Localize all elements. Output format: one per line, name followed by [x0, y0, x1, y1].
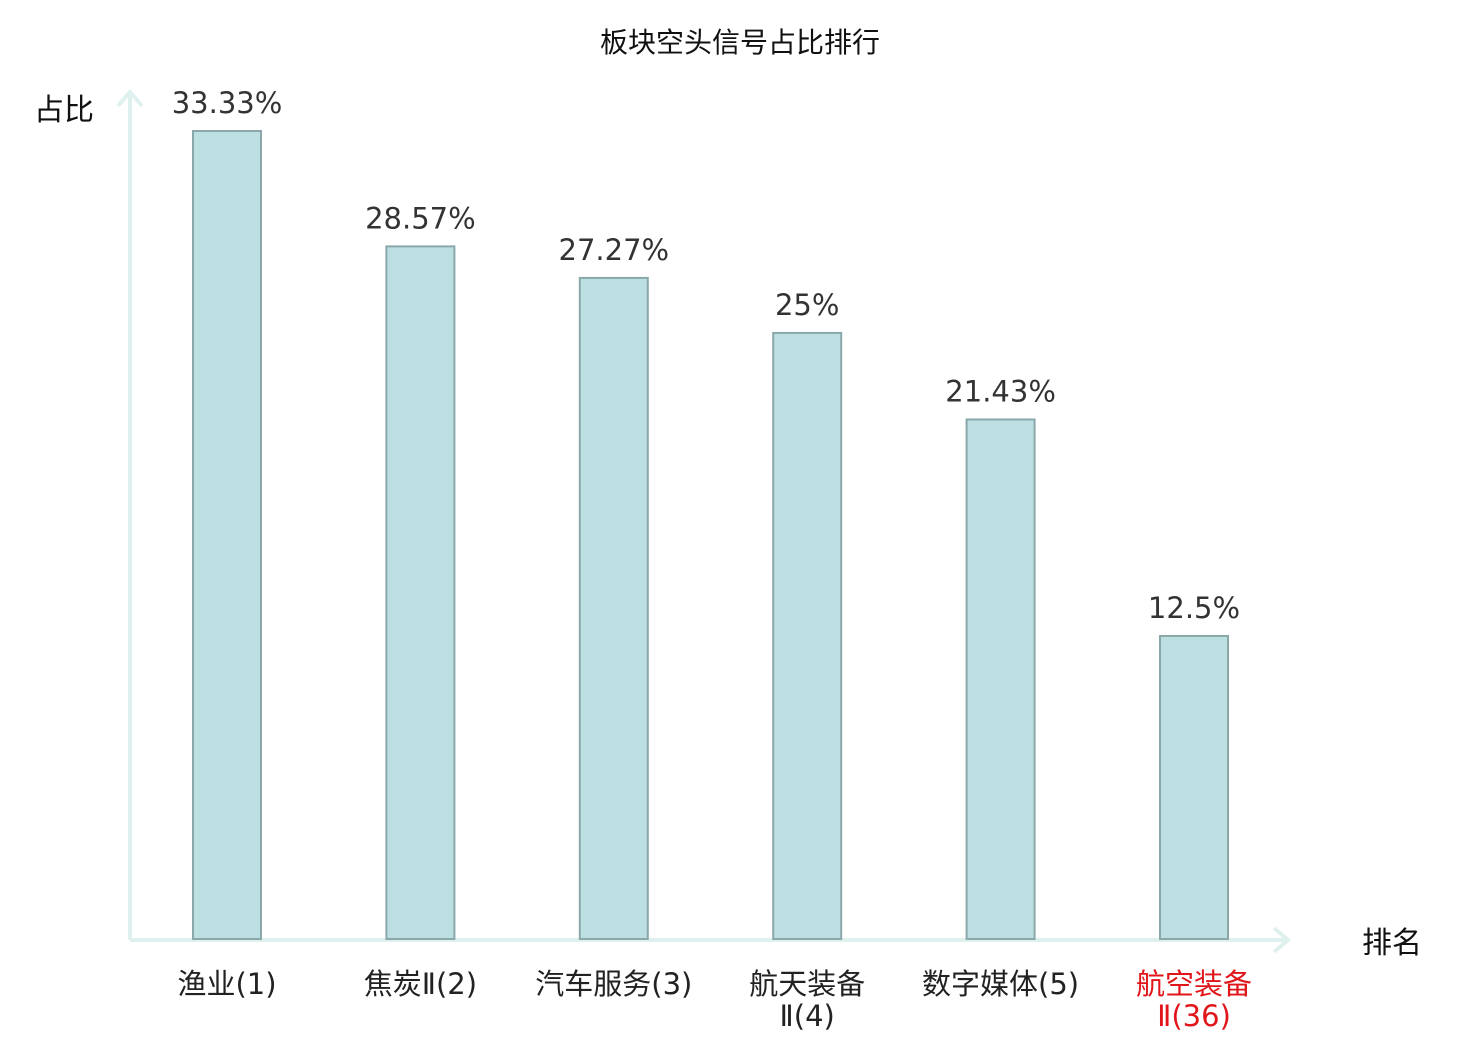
- x-axis-label: 排名: [1362, 926, 1422, 961]
- category-label-1: 焦炭Ⅱ(2): [364, 967, 477, 1001]
- bar-5: [1159, 634, 1229, 941]
- category-label-3-line-1: Ⅱ(4): [780, 999, 835, 1033]
- value-labels-group: 33.33% 28.57% 27.27% 25% 21.43% 12.5%: [172, 86, 1240, 625]
- category-label-0: 渔业(1): [177, 967, 276, 1001]
- bar-3: [772, 331, 843, 940]
- value-label-2: 27.27%: [559, 233, 670, 267]
- value-label-1: 28.57%: [365, 201, 476, 235]
- bars-group: [192, 130, 1229, 941]
- category-label-5-line-1: Ⅱ(36): [1157, 999, 1231, 1033]
- category-label-4: 数字媒体(5): [922, 967, 1079, 1001]
- category-label-2: 汽车服务(3): [535, 967, 692, 1001]
- x-axis-arrow: [1272, 926, 1292, 954]
- value-label-0: 33.33%: [172, 86, 283, 120]
- value-label-3: 25%: [775, 288, 839, 322]
- axes: [116, 88, 1292, 954]
- y-axis-arrow: [116, 88, 144, 108]
- bar-0: [192, 130, 262, 940]
- value-label-4: 21.43%: [945, 374, 1056, 408]
- y-axis-label: 占比: [34, 93, 94, 128]
- value-label-5: 12.5%: [1148, 591, 1240, 625]
- chart-title: 板块空头信号占比排行: [600, 26, 880, 59]
- category-label-3-line-0: 航天装备: [749, 967, 865, 1001]
- bar-1: [385, 245, 456, 941]
- category-label-5-line-0: 航空装备: [1136, 967, 1252, 1001]
- bar-4: [965, 418, 1036, 940]
- bar-2: [578, 276, 649, 940]
